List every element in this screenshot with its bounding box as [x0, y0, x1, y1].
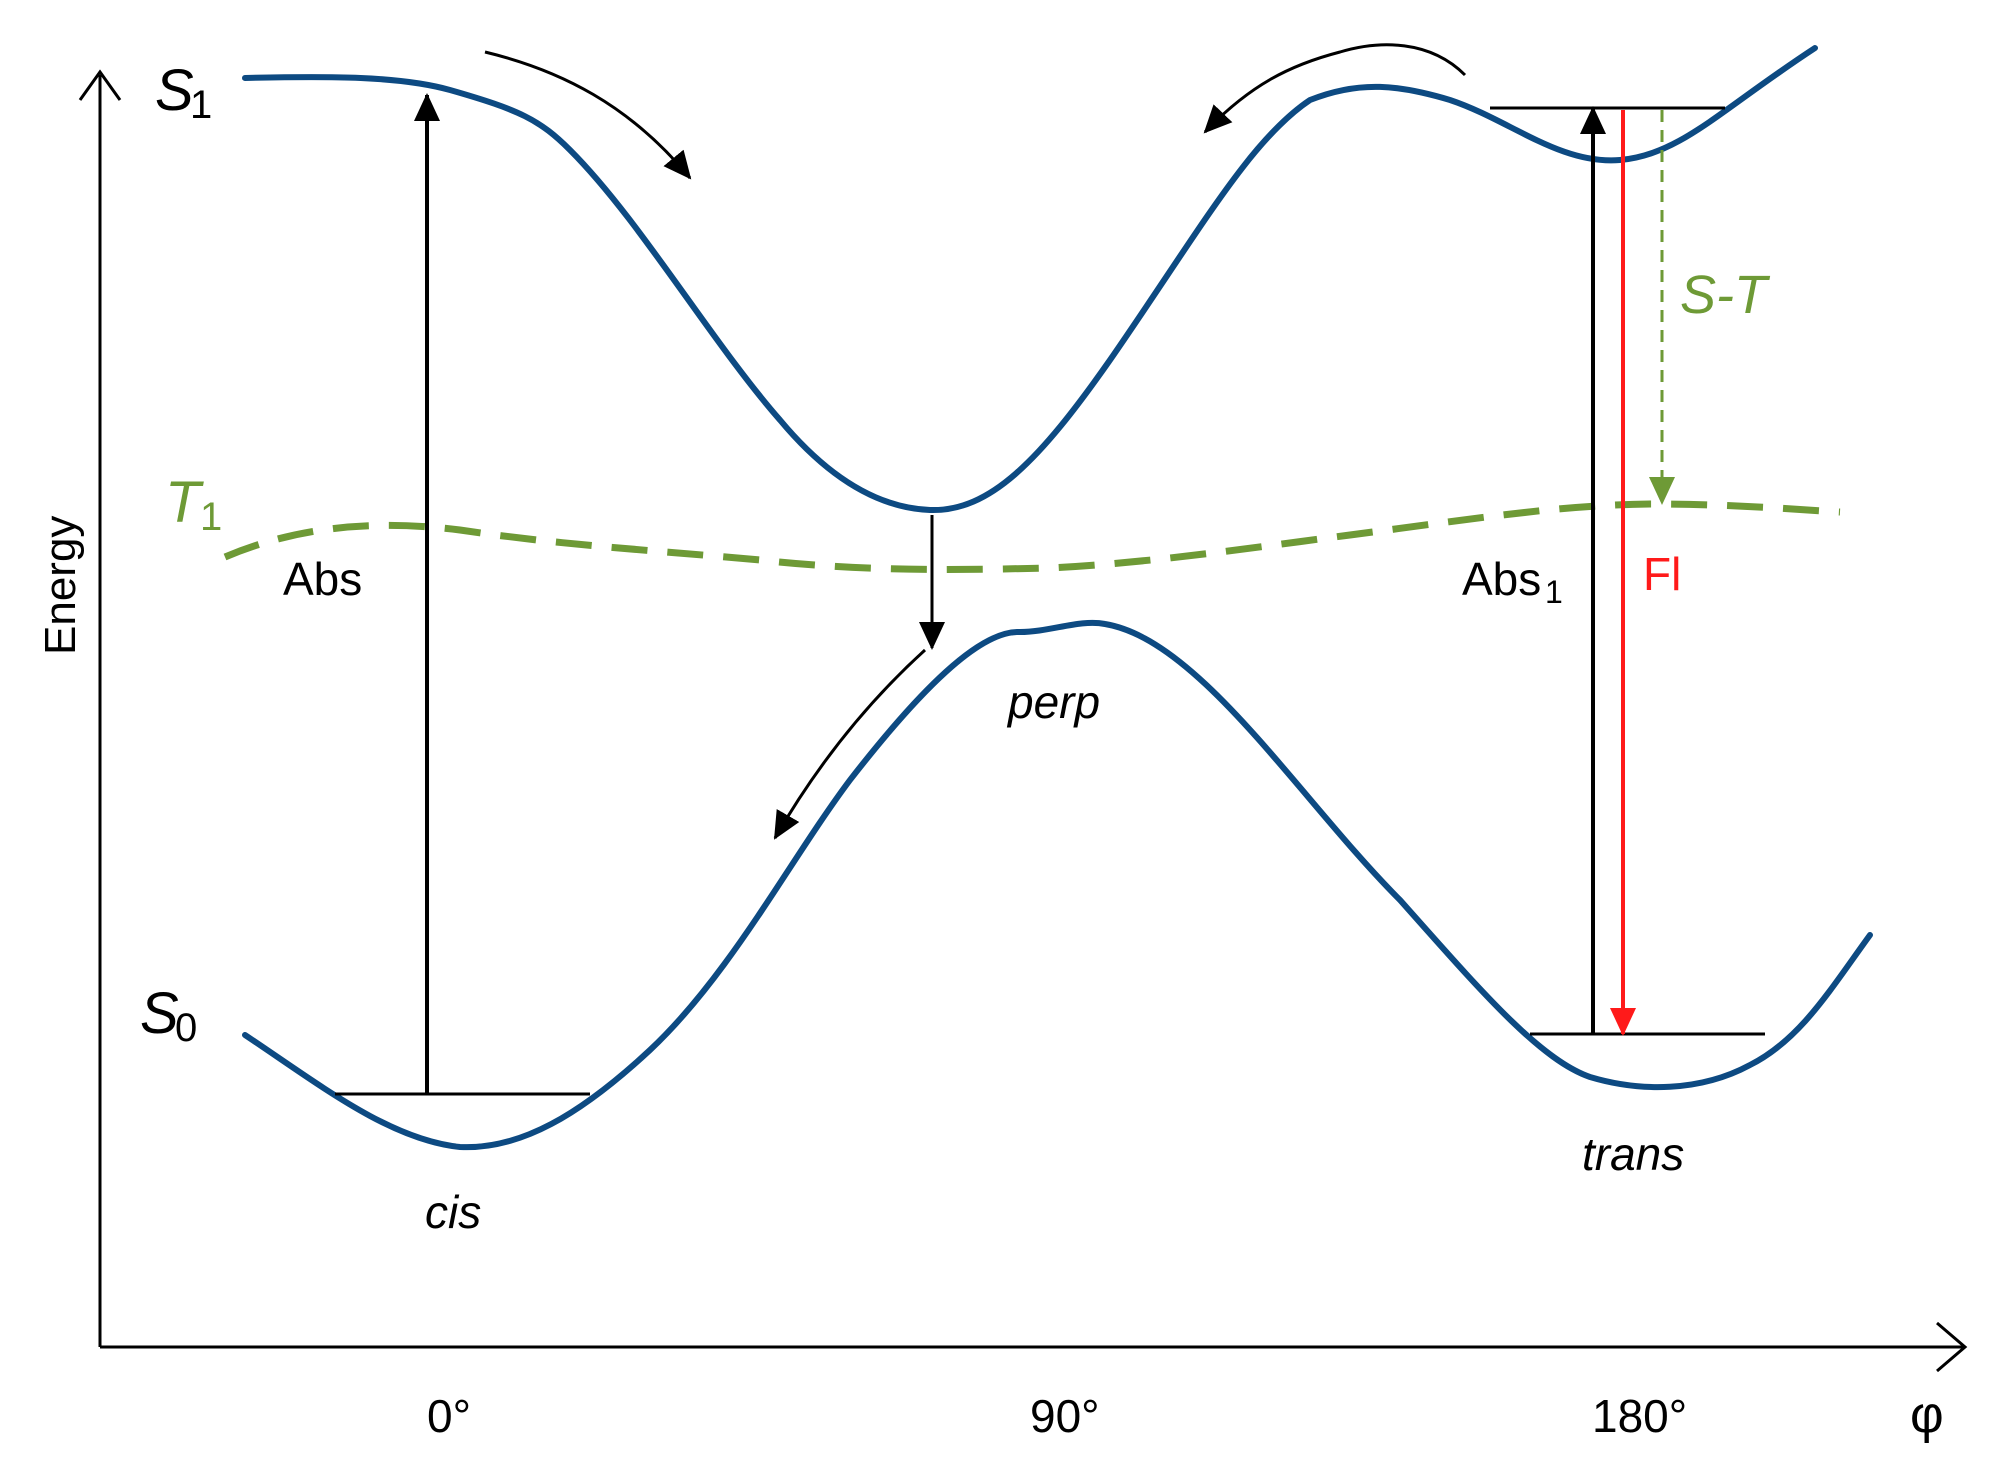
- s0-potential-curve: [242, 619, 1873, 1151]
- s1-twist-arrow-right: [1203, 43, 1467, 134]
- level-lines: [335, 106, 1765, 1096]
- x-axis-label: φ: [1910, 1386, 1944, 1444]
- axes: [78, 69, 1968, 1373]
- svg-text:0: 0: [175, 1006, 197, 1050]
- s0-state-label: S 0: [140, 981, 197, 1050]
- svg-text:S: S: [140, 981, 179, 1046]
- intersystem-crossing-label: S-T: [1680, 265, 1771, 325]
- fluorescence-label: Fl: [1643, 548, 1681, 600]
- y-axis-arrowhead: [78, 69, 122, 101]
- x-axis-arrowhead: [1936, 1321, 1968, 1373]
- svg-text:1: 1: [200, 495, 222, 539]
- s1-twist-arrow-left: [484, 50, 692, 180]
- y-axis-label: Energy: [36, 516, 85, 655]
- trans-label: trans: [1582, 1128, 1684, 1180]
- tick-label-0: 0°: [427, 1390, 471, 1442]
- svg-text:S: S: [155, 58, 194, 123]
- abs-label: Abs: [283, 553, 362, 605]
- s1-state-label: S 1: [155, 58, 212, 127]
- t1-triplet-curve: [223, 500, 1841, 574]
- svg-text:Abs: Abs: [1462, 553, 1541, 605]
- abs1-label: Abs 1: [1462, 553, 1563, 610]
- s0-relaxation-arrow: [773, 648, 927, 840]
- svg-text:1: 1: [1545, 574, 1563, 610]
- s1-potential-curve: [242, 45, 1818, 514]
- cis-label: cis: [425, 1186, 481, 1238]
- svg-text:1: 1: [190, 83, 212, 127]
- tick-label-180: 180°: [1592, 1390, 1687, 1442]
- t1-state-label: T 1: [165, 470, 222, 539]
- svg-text:T: T: [165, 470, 204, 535]
- perp-label: perp: [1006, 676, 1100, 728]
- tick-label-90: 90°: [1030, 1390, 1100, 1442]
